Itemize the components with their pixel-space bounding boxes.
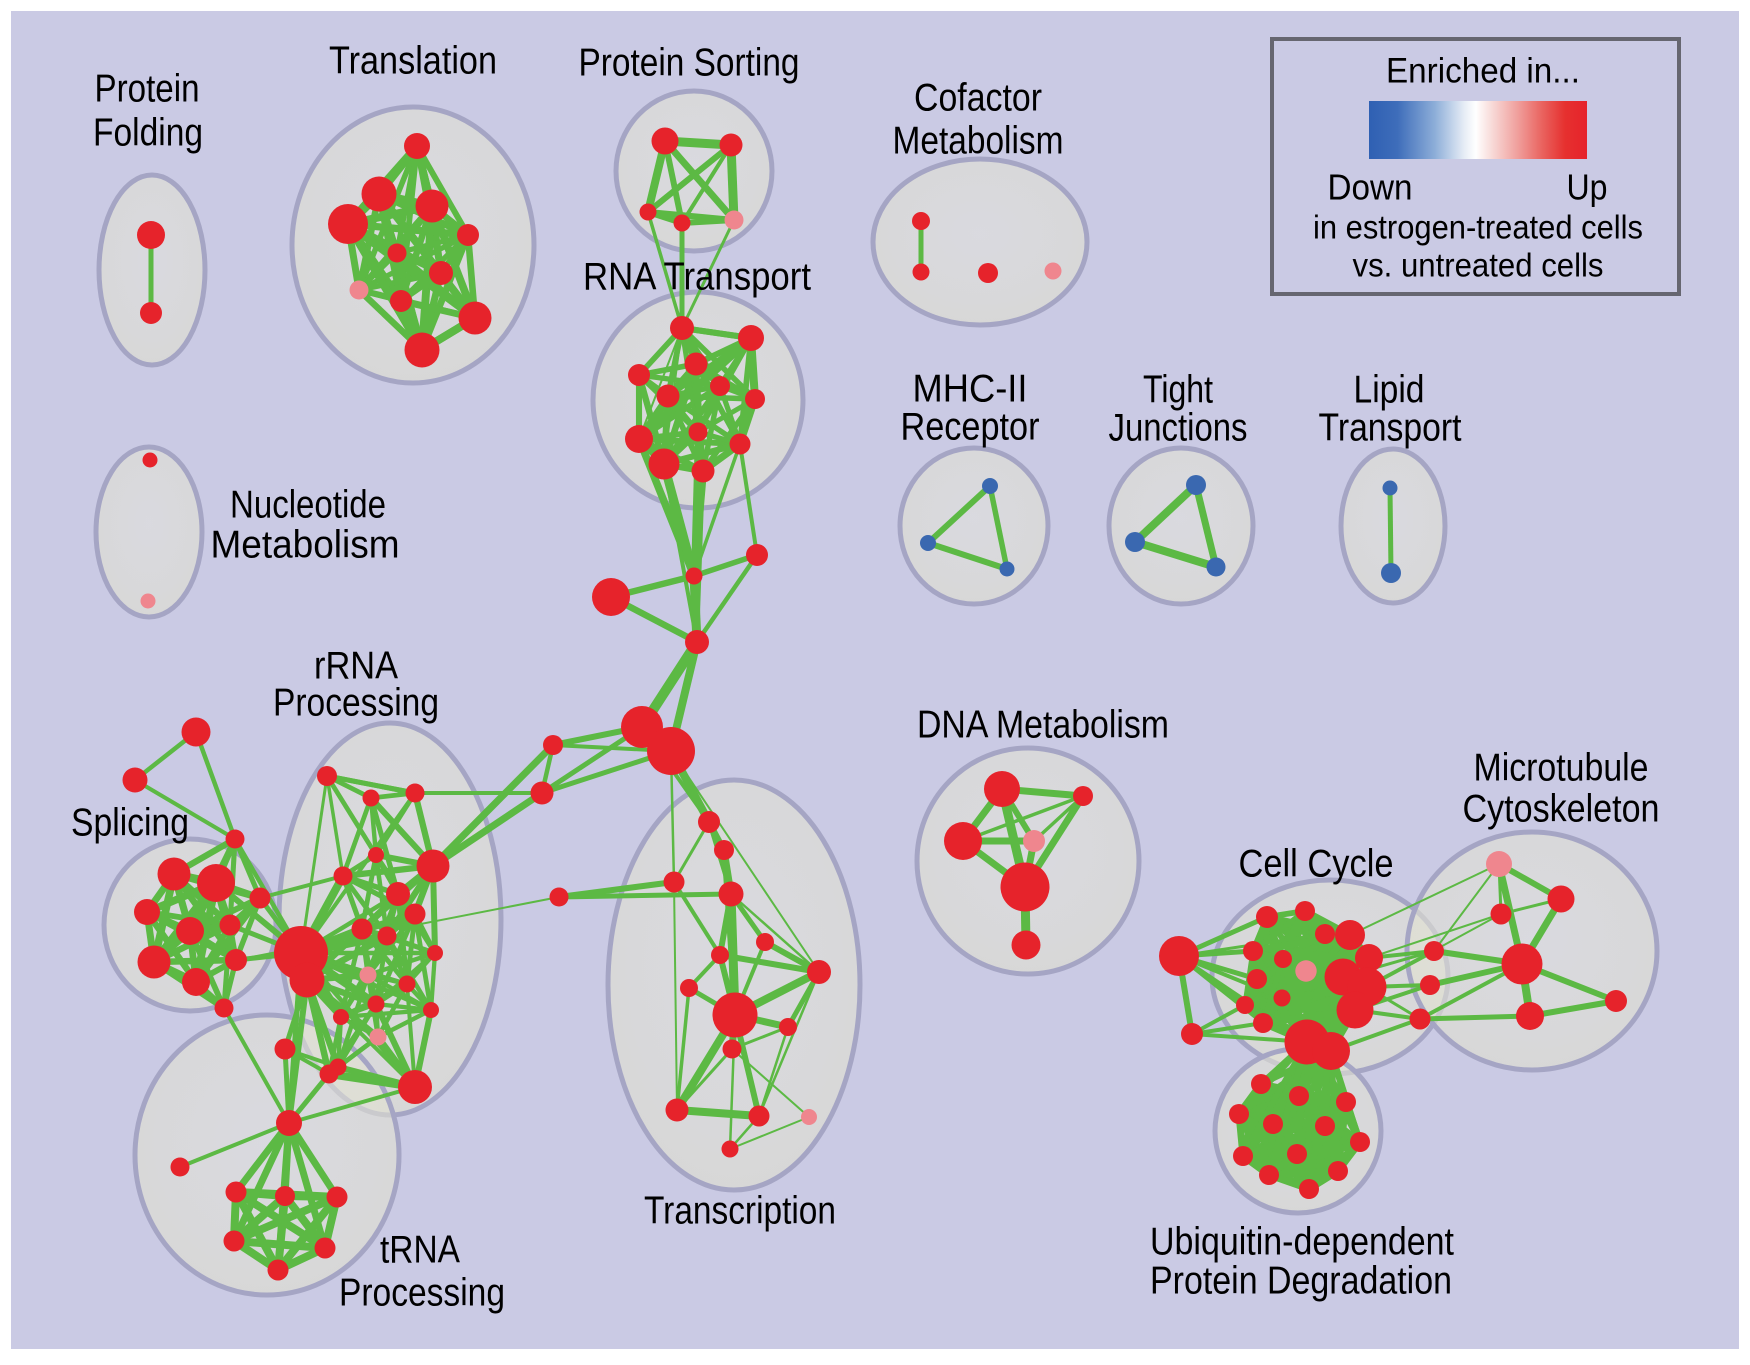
svg-text:MHC-II: MHC-II [913,368,1028,411]
svg-text:Junctions: Junctions [1109,407,1248,450]
svg-text:Cofactor: Cofactor [914,77,1042,120]
svg-text:Ubiquitin-dependent: Ubiquitin-dependent [1150,1221,1454,1264]
svg-text:Metabolism: Metabolism [893,120,1064,163]
svg-text:Cell Cycle: Cell Cycle [1239,843,1394,886]
svg-text:Up: Up [1567,167,1608,208]
svg-text:Transcription: Transcription [644,1190,836,1233]
svg-text:Cytoskeleton: Cytoskeleton [1463,788,1660,831]
svg-text:tRNA: tRNA [380,1229,460,1272]
svg-text:Protein Sorting: Protein Sorting [579,42,800,85]
svg-text:Transport: Transport [1319,407,1462,450]
svg-text:DNA Metabolism: DNA Metabolism [917,704,1169,747]
svg-text:Folding: Folding [93,112,203,155]
svg-text:Processing: Processing [273,682,439,725]
svg-text:Processing: Processing [339,1272,505,1315]
svg-text:Splicing: Splicing [71,802,189,845]
svg-text:Metabolism: Metabolism [211,524,400,567]
svg-text:Protein: Protein [95,68,200,111]
svg-text:in estrogen-treated cells: in estrogen-treated cells [1313,209,1643,246]
svg-text:RNA Transport: RNA Transport [583,256,811,299]
svg-text:Translation: Translation [329,40,497,83]
svg-text:Tight: Tight [1143,369,1213,412]
svg-text:Enriched in...: Enriched in... [1386,52,1580,91]
svg-text:Down: Down [1328,167,1413,208]
svg-text:vs. untreated cells: vs. untreated cells [1353,247,1604,284]
svg-text:Receptor: Receptor [901,406,1040,449]
svg-text:Protein Degradation: Protein Degradation [1150,1260,1452,1303]
svg-text:Microtubule: Microtubule [1474,747,1649,790]
svg-text:rRNA: rRNA [314,645,398,688]
svg-text:Nucleotide: Nucleotide [230,484,386,527]
svg-text:Lipid: Lipid [1354,369,1425,412]
